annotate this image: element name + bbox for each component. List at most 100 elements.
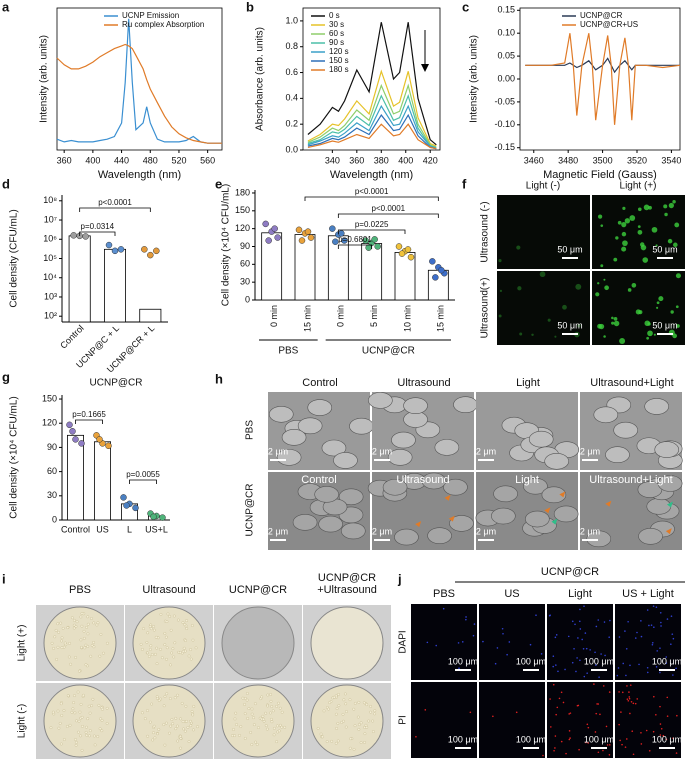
colony (169, 697, 172, 700)
stain-spot (560, 691, 563, 694)
colony (277, 701, 280, 705)
fluorescence-spot (613, 316, 618, 321)
colony (63, 738, 66, 741)
scale-label: 100 μm (448, 656, 478, 666)
colony (145, 641, 149, 644)
x-tick-label: 0 min (336, 305, 346, 327)
stain-spot (640, 620, 642, 622)
scale-label: 50 μm (652, 320, 677, 330)
stain-spot (617, 667, 620, 669)
stain-spot (656, 650, 659, 652)
bacterium (382, 478, 408, 496)
data-point (329, 225, 336, 232)
colony (179, 737, 183, 740)
stain-spot (646, 671, 649, 674)
colony (66, 694, 70, 698)
colony (191, 624, 194, 627)
fluorescence-spot (498, 259, 502, 263)
bacterium (657, 475, 683, 492)
x-axis-label: Magnetic Field (Gauss) (543, 169, 657, 181)
stain-spot (595, 712, 598, 715)
colony (359, 741, 363, 744)
legend-label: 30 s (329, 20, 344, 29)
colony (58, 722, 62, 725)
scale-label: 2 μm (268, 446, 288, 456)
bacterium (434, 439, 460, 456)
fluorescence-image (479, 604, 545, 680)
colony (264, 711, 268, 715)
petri-dish (310, 606, 384, 680)
data-point (298, 237, 306, 244)
fluorescence-spot (637, 229, 643, 235)
bar (361, 243, 383, 301)
stain-spot (552, 665, 555, 668)
colony (344, 692, 347, 696)
stain-spot (595, 664, 597, 666)
stain-spot (640, 732, 642, 734)
y-tick-label: 0.05 (497, 50, 515, 60)
fluorescence-spot (631, 282, 637, 288)
colony (269, 699, 273, 703)
column-label: US + Light (622, 588, 674, 600)
colony (372, 730, 375, 733)
stain-spot (629, 664, 631, 667)
colony (60, 639, 63, 643)
colony (273, 727, 276, 730)
p-value: p<0.0001 (98, 198, 132, 207)
data-point (432, 274, 439, 281)
fluorescence-image (615, 604, 681, 680)
x-axis-label: Wavelength (nm) (330, 169, 413, 181)
data-point (82, 233, 89, 240)
colony (152, 731, 155, 735)
fluorescence-spot (595, 292, 600, 297)
stain-spot (540, 653, 543, 655)
x-tick-label: 360 (349, 155, 364, 165)
colony (61, 627, 65, 630)
petri-dish (132, 606, 206, 680)
stain-spot (608, 636, 610, 639)
stain-spot (556, 706, 559, 709)
colony (149, 720, 152, 724)
series-line (307, 113, 437, 150)
colony (106, 641, 109, 645)
stain-spot (581, 638, 583, 641)
chart-title: UCNP@CR (90, 378, 143, 389)
fluorescence-spot (613, 320, 620, 327)
x-tick-label: 340 (325, 155, 340, 165)
stain-spot (632, 753, 635, 756)
stain-spot (578, 620, 581, 623)
stain-spot (555, 713, 557, 716)
y-tick-label: 30 (240, 277, 250, 287)
inner-column-label: Ultrasound+Light (589, 474, 672, 486)
series-line (307, 93, 437, 148)
colony (254, 702, 257, 706)
stain-spot (571, 620, 574, 623)
x-tick-label: 3480 (558, 155, 578, 165)
stain-spot (587, 726, 590, 729)
stain-spot (609, 619, 611, 622)
stain-spot (608, 753, 611, 756)
data-point (438, 267, 445, 274)
stain-spot (629, 684, 632, 686)
colony (164, 635, 168, 639)
colony (96, 735, 100, 738)
scale-label: 100 μm (448, 734, 478, 744)
stain-spot (565, 752, 567, 755)
stain-spot (600, 653, 602, 655)
colony (349, 737, 353, 741)
data-point (398, 250, 406, 257)
data-point (69, 428, 76, 435)
colony (149, 644, 153, 648)
colony (185, 719, 188, 723)
colony (241, 696, 245, 700)
colony (322, 709, 326, 713)
x-tick-label: 400 (398, 155, 413, 165)
colony (334, 741, 338, 745)
colony (84, 730, 88, 734)
row-label: DAPI (398, 630, 409, 653)
colony (334, 694, 338, 698)
p-value: p=0.0225 (355, 220, 389, 229)
y-tick-label: 0.8 (285, 41, 298, 51)
fluorescence-spot (667, 238, 673, 244)
stain-spot (586, 672, 588, 674)
